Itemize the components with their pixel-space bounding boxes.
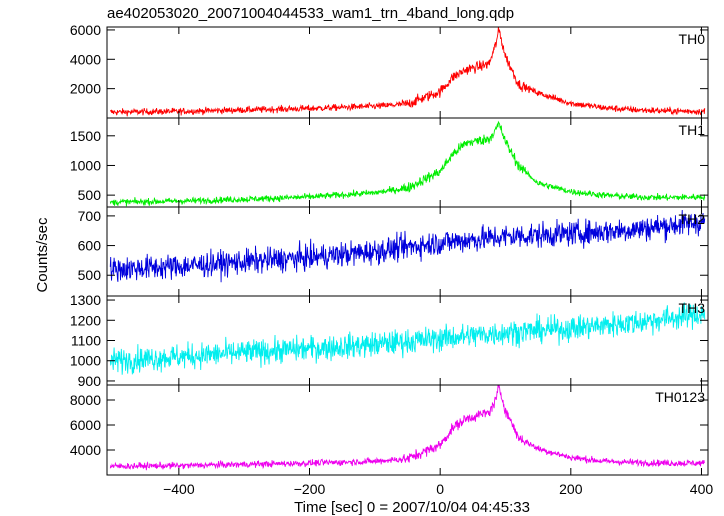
panel-label-th1: TH1 [679, 122, 706, 138]
panel-th0123: 4000 6000 8000 TH0123 [70, 384, 709, 476]
x-axis-label: Time [sec] 0 = 2007/10/04 04:45:33 [294, 499, 530, 516]
panel-label-th3: TH3 [679, 300, 706, 316]
series-line-th0123 [109, 385, 706, 471]
y-tick-label: 4000 [70, 51, 101, 67]
y-tick-label: 500 [78, 187, 102, 203]
y-tick-label: 1300 [70, 292, 101, 308]
y-tick-label: 4000 [70, 442, 101, 458]
series-line-th3 [109, 302, 706, 375]
panel-label-th2: TH2 [679, 211, 706, 227]
y-tick-label: 1000 [70, 353, 101, 369]
series-line-th1 [109, 120, 706, 207]
y-tick-label: 1200 [70, 312, 101, 328]
panel-th0: 2000 4000 6000 TH0 [70, 22, 709, 119]
y-tick-label: 700 [78, 208, 102, 224]
panel-th2: 500 600 700 TH2 [78, 206, 709, 297]
y-tick-label: 900 [78, 373, 102, 389]
panel-th1: 500 1000 1500 TH1 [70, 117, 709, 208]
x-tick-label: 200 [559, 481, 583, 497]
x-tick-label: 400 [690, 481, 714, 497]
x-tick-label: −200 [294, 481, 326, 497]
y-tick-label: 600 [78, 238, 102, 254]
y-tick-label: 500 [78, 267, 102, 283]
y-tick-label: 8000 [70, 392, 101, 408]
panel-frame [106, 384, 709, 476]
series-line-th0 [109, 27, 706, 117]
panel-label-th0: TH0 [679, 31, 706, 47]
panel-label-th0123: TH0123 [655, 389, 705, 405]
y-tick-label: 1100 [71, 333, 101, 349]
chart-title: ae402053020_20071004044533_wam1_trn_4ban… [107, 5, 514, 22]
y-tick-label: 2000 [70, 81, 101, 97]
y-tick-label: 6000 [70, 417, 101, 433]
series-line-th2 [109, 209, 706, 283]
y-axis-label: Counts/sec [34, 217, 51, 293]
y-tick-label: 1500 [70, 128, 101, 144]
y-tick-label: 1000 [70, 157, 101, 173]
y-tick-label: 6000 [70, 22, 101, 38]
x-tick-label: −400 [163, 481, 195, 497]
panel-th3: 900 1000 1100 1200 1300 TH3 [70, 292, 709, 389]
x-tick-label: 0 [436, 481, 444, 497]
